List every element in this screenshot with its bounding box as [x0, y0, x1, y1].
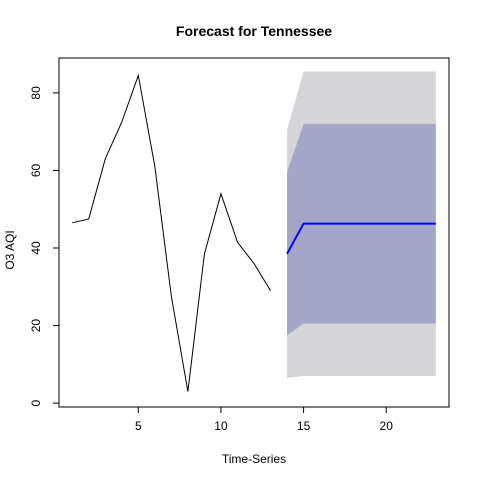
band-80-interval: [287, 123, 436, 336]
chart-title: Forecast for Tennessee: [176, 23, 332, 39]
y-tick-label: 80: [29, 86, 43, 100]
y-tick-label: 20: [29, 319, 43, 333]
x-tick-label: 5: [135, 419, 142, 433]
y-tick-label: 0: [29, 399, 43, 406]
y-axis-label: O3 AQI: [3, 230, 17, 269]
y-axis: 0 20 40 60 80: [29, 86, 60, 406]
y-tick-label: 60: [29, 163, 43, 177]
forecast-mean-line: [286, 222, 436, 255]
x-axis-label: Time-Series: [222, 452, 286, 466]
x-tick-label: 15: [297, 419, 311, 433]
x-tick-label: 20: [380, 419, 394, 433]
y-tick-label: 40: [29, 241, 43, 255]
x-tick-label: 10: [214, 419, 228, 433]
history-line: [72, 73, 271, 392]
plot-area: [58, 57, 450, 408]
x-axis: 5 10 15 20: [135, 406, 394, 433]
